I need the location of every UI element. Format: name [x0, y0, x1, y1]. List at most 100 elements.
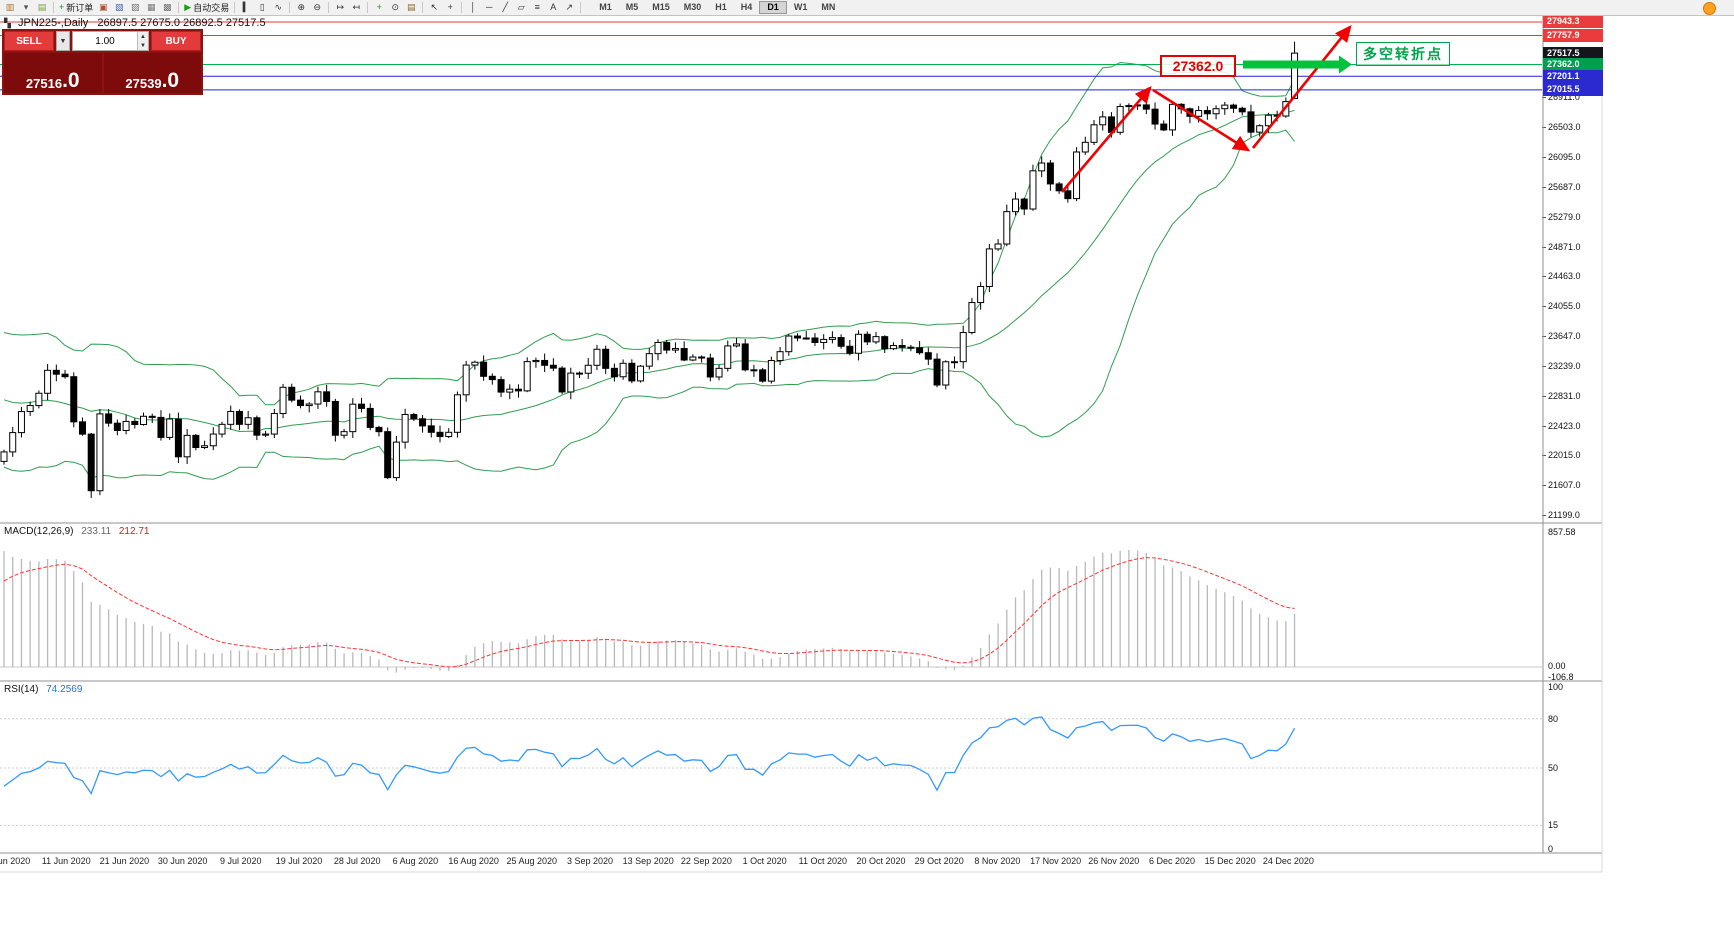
date-label: 24 Dec 2020 — [1262, 856, 1314, 866]
price-tick-label: 26911.0 — [1548, 92, 1580, 103]
data-window-icon[interactable]: ▧ — [115, 2, 124, 12]
date-label: 20 Oct 2020 — [856, 856, 906, 866]
price-tick — [1542, 306, 1546, 308]
date-label: 28 Jul 2020 — [333, 856, 381, 866]
timeframe-mn[interactable]: MN — [821, 2, 836, 12]
price-tick — [1542, 246, 1546, 248]
turning-point-label[interactable]: 多空转折点 — [1356, 42, 1450, 66]
price-tag: 27362.0 — [1543, 57, 1603, 71]
timeframe-h1[interactable]: H1 — [715, 2, 727, 12]
periods-icon[interactable]: ⊙ — [391, 2, 399, 12]
price-tag: 27517.5 — [1543, 46, 1603, 60]
chart-title: ▚ JPN225-,Daily 26897.5 27675.0 26892.5 … — [4, 17, 266, 29]
date-label: 6 Dec 2020 — [1148, 856, 1196, 866]
date-label: 19 Jul 2020 — [275, 856, 323, 866]
fibonacci-icon[interactable]: ≡ — [534, 2, 540, 12]
date-label: 8 Nov 2020 — [974, 856, 1021, 866]
auto-trading-icon[interactable]: ▶ 自动交易 — [184, 2, 230, 14]
indicator-scale-label: 50 — [1548, 763, 1559, 773]
price-tick — [1542, 425, 1546, 427]
date-label: 15 Dec 2020 — [1204, 856, 1256, 866]
timeframe-d1[interactable]: D1 — [759, 1, 787, 14]
timeframe-m15[interactable]: M15 — [652, 2, 670, 12]
trendline-icon[interactable]: ╱ — [502, 2, 508, 12]
terminal-icon[interactable]: ▦ — [147, 2, 156, 12]
strategy-tester-icon[interactable]: ▩ — [163, 2, 172, 12]
indicator-scale-label: 15 — [1548, 820, 1559, 830]
chart-list-caret-icon[interactable]: ▾ — [23, 2, 29, 12]
macd-signal-value: 212.71 — [118, 526, 150, 537]
volume-spinner: ▲ ▼ — [137, 32, 148, 50]
timeframe-h4[interactable]: H4 — [740, 2, 753, 12]
date-label: 26 Nov 2020 — [1088, 856, 1140, 866]
cursor-icon[interactable]: ↖ — [430, 2, 438, 12]
date-label: 25 Aug 2020 — [506, 856, 558, 866]
equidistant-channel-icon[interactable]: ▱ — [517, 2, 525, 12]
price-tick-label: 25279.0 — [1548, 211, 1581, 222]
date-label: 29 Oct 2020 — [914, 856, 964, 866]
rsi-value: 74.2569 — [46, 684, 83, 695]
timeframe-m5[interactable]: M5 — [625, 2, 639, 12]
price-tick-label: 21607.0 — [1548, 480, 1581, 491]
price-tick-label: 24055.0 — [1548, 301, 1581, 312]
price-tick — [1542, 514, 1546, 516]
price-annotation-box[interactable]: 27362.0 — [1160, 55, 1236, 77]
symbol-period-label: JPN225-,Daily — [17, 17, 89, 29]
volume-field: ▲ ▼ — [72, 31, 149, 51]
horizontal-line-icon[interactable]: ─ — [486, 2, 493, 12]
date-label: 13 Sep 2020 — [622, 856, 674, 866]
navigator-icon[interactable]: ▨ — [131, 2, 140, 12]
vertical-line-icon[interactable]: │ — [470, 2, 477, 12]
chart-shift-icon[interactable]: ↤ — [352, 2, 360, 12]
price-tag: 27015.5 — [1543, 83, 1603, 97]
price-tick-label: 26095.0 — [1548, 152, 1581, 163]
profiles-icon[interactable]: ▤ — [37, 2, 47, 12]
templates-icon[interactable]: ▤ — [406, 2, 416, 12]
date-label: 22 Sep 2020 — [680, 856, 732, 866]
indicators-icon[interactable]: + — [376, 2, 382, 12]
volume-up-icon[interactable]: ▲ — [138, 32, 148, 41]
arrows-tool-icon[interactable]: ↗ — [565, 2, 573, 12]
timeframe-w1[interactable]: W1 — [793, 2, 808, 12]
price-tick — [1542, 127, 1546, 129]
line-chart-icon[interactable]: ∿ — [274, 2, 282, 12]
buy-button[interactable]: BUY — [151, 31, 201, 51]
crosshair-icon[interactable]: + — [447, 2, 453, 12]
indicator-scale-label: 0 — [1548, 844, 1554, 854]
volume-input[interactable] — [73, 32, 137, 50]
zoom-in-icon[interactable]: ⊕ — [297, 2, 305, 12]
price-tick-label: 22015.0 — [1548, 450, 1581, 461]
bar-chart-icon[interactable]: ▍ — [242, 2, 250, 12]
sell-price-int: 27516 — [25, 76, 63, 91]
price-tick — [1542, 336, 1546, 338]
text-label-icon[interactable]: A — [550, 2, 557, 12]
candlestick-chart-icon[interactable]: ▯ — [259, 2, 265, 12]
zoom-out-icon[interactable]: ⊖ — [313, 2, 321, 12]
price-tag: 27757.9 — [1543, 29, 1603, 43]
new-order-icon[interactable]: + 新订单 — [59, 2, 94, 14]
indicator-scale-label: 80 — [1548, 714, 1559, 724]
volume-down-icon[interactable]: ▼ — [138, 41, 148, 50]
date-label: 11 Jun 2020 — [41, 856, 91, 866]
date-label: 30 Jun 2020 — [157, 856, 208, 866]
price-tick-label: 22831.0 — [1548, 390, 1581, 401]
date-label: 21 Jun 2020 — [99, 856, 150, 866]
toolbar: ▥ ▾ ▤ + 新订单 ▣ ▧ ▨ ▦ ▩ ▶ 自动交易 ▍ ▯ ∿ ⊕ ⊖ ↦ ↤ + ⊙ ▤ ↖ + │ ─ ╱ ▱ ≡ A ↗ M1 M… — [0, 0, 1734, 16]
buy-price[interactable]: 27539 .0 — [103, 53, 201, 93]
volume-dropdown-caret-icon[interactable]: ▼ — [56, 31, 70, 51]
sell-button[interactable]: SELL — [4, 31, 54, 51]
price-tick-label: 26503.0 — [1548, 122, 1581, 133]
price-tick-label: 25687.0 — [1548, 181, 1581, 192]
price-tick-label: 24871.0 — [1548, 241, 1581, 252]
price-tick-label: 23647.0 — [1548, 331, 1581, 342]
price-tick — [1542, 216, 1546, 218]
timeframe-m30[interactable]: M30 — [683, 2, 702, 12]
market-watch-icon[interactable]: ▣ — [99, 2, 108, 12]
sell-price[interactable]: 27516 .0 — [4, 53, 102, 93]
community-icon[interactable] — [1703, 2, 1716, 15]
auto-scroll-icon[interactable]: ↦ — [336, 2, 344, 12]
new-chart-icon[interactable]: ▥ — [5, 2, 15, 12]
price-tick — [1542, 97, 1546, 99]
timeframe-m1[interactable]: M1 — [599, 2, 612, 12]
